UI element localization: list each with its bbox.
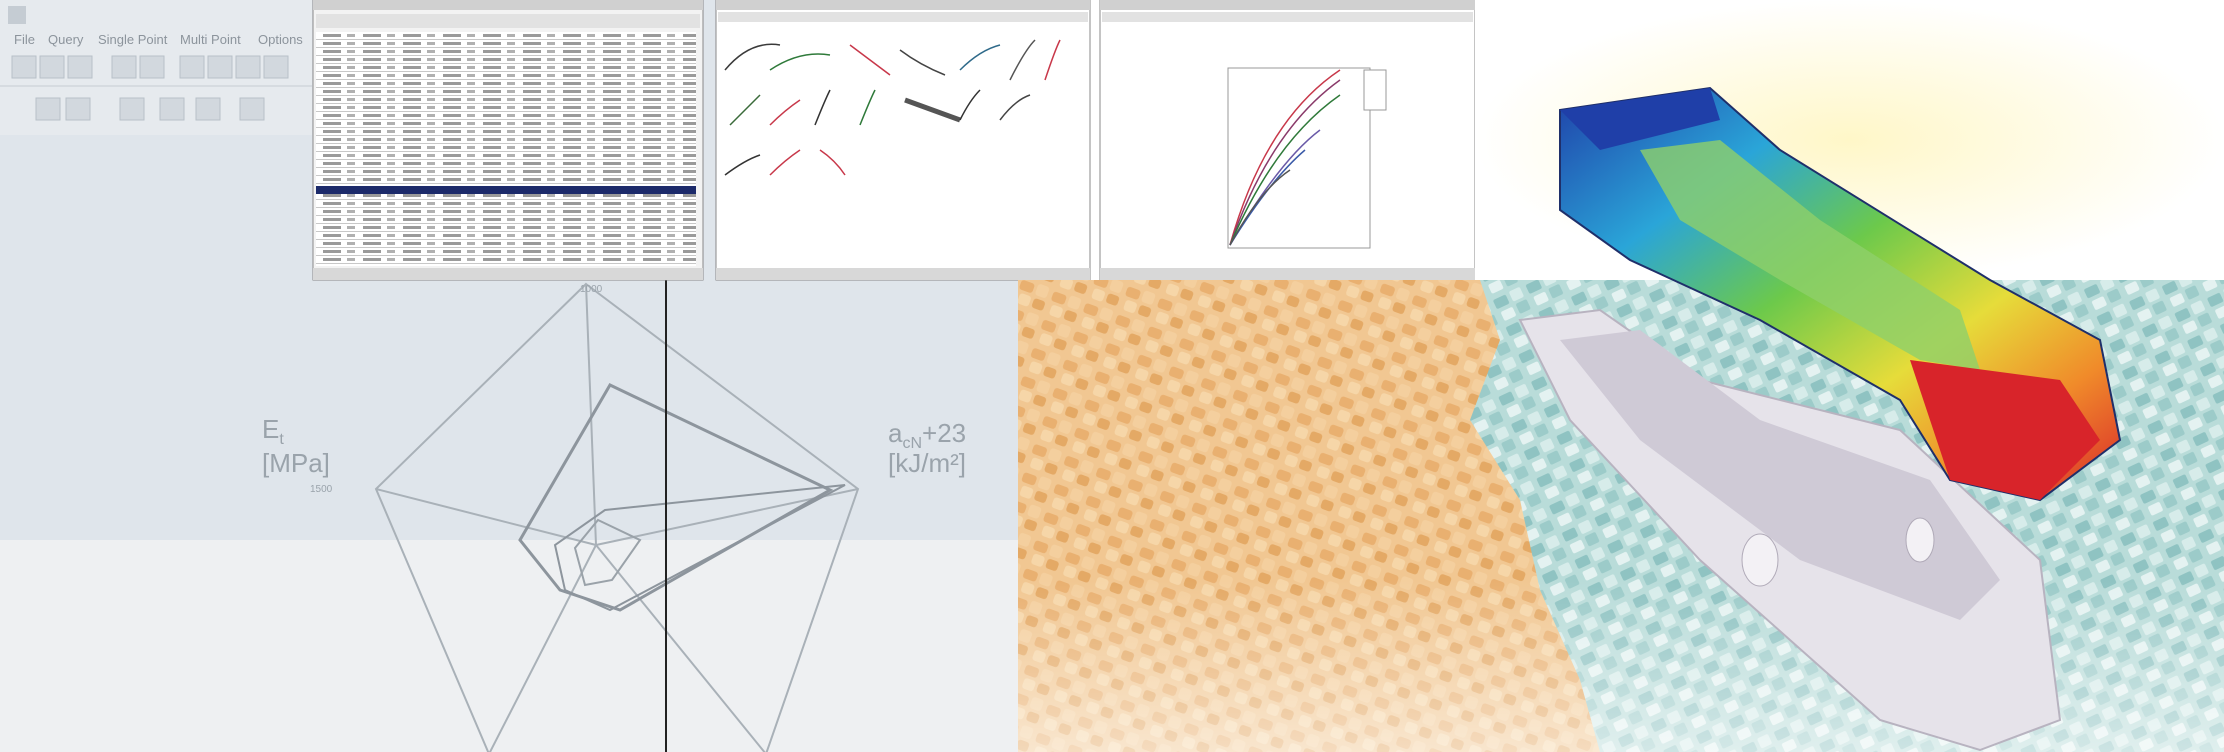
axis-subscript: t — [279, 431, 284, 448]
axis-subscript: cN — [902, 435, 922, 452]
window-plot — [1099, 0, 1476, 281]
axis-unit: [kJ/m²] — [888, 448, 966, 478]
axis-unit: [MPa] — [262, 448, 330, 478]
menu-bar: File Query Single Point Multi Point Opti… — [0, 6, 312, 121]
radar-tick: 1000 — [580, 284, 603, 295]
radar-chart — [374, 282, 860, 752]
axis-symbol: E — [262, 414, 279, 444]
axis-symbol: a — [888, 418, 903, 448]
window-table — [312, 0, 704, 281]
radar-tick: 1500 — [310, 484, 333, 495]
axis-label: acN+23 — [888, 418, 966, 452]
axis-suffix: +23 — [922, 418, 966, 448]
menu-item[interactable]: Query — [48, 32, 84, 47]
fem-part — [1559, 86, 2122, 502]
axis-label: Et — [262, 414, 284, 448]
app-icon — [8, 6, 26, 24]
background-bottom — [0, 540, 1018, 752]
menu-item[interactable]: Options — [258, 32, 303, 47]
menu-item[interactable]: Single Point — [98, 32, 168, 47]
window-curves — [715, 0, 1091, 281]
gray-part — [1518, 308, 2062, 752]
menu-item[interactable]: File — [14, 32, 35, 47]
menu-item[interactable]: Multi Point — [180, 32, 241, 47]
